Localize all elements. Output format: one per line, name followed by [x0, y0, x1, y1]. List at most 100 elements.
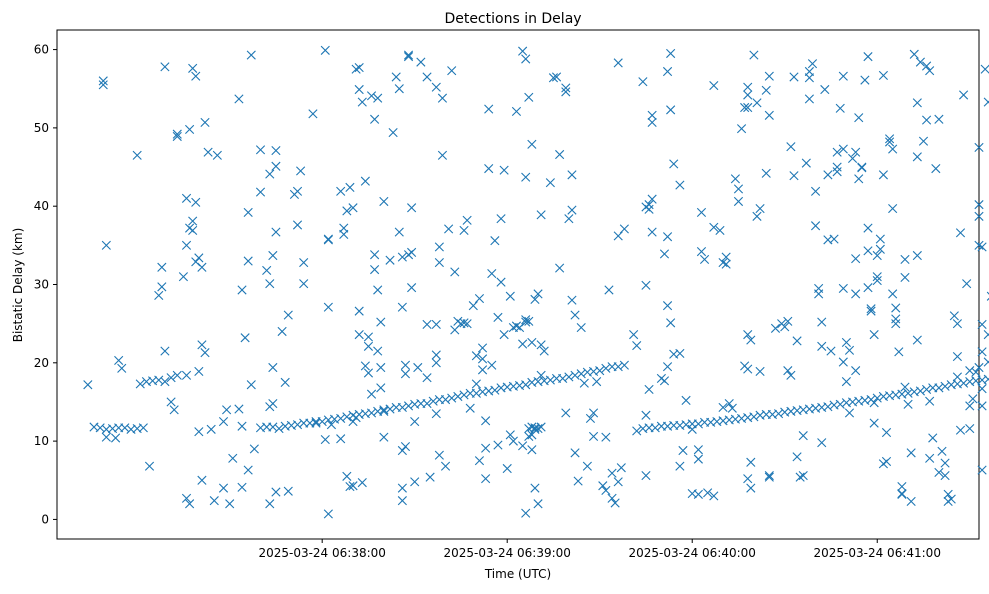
data-point	[385, 255, 395, 265]
data-point	[817, 341, 827, 351]
data-point	[422, 72, 432, 82]
data-point	[903, 388, 913, 398]
data-point	[696, 247, 707, 257]
data-point	[595, 366, 605, 376]
data-point	[561, 408, 571, 418]
data-point	[900, 382, 910, 392]
data-point	[95, 423, 105, 433]
data-point	[647, 110, 657, 120]
data-point	[484, 104, 494, 114]
data-point	[607, 468, 617, 478]
data-point	[274, 423, 284, 434]
data-point	[496, 277, 506, 287]
data-point	[181, 240, 192, 250]
data-point	[394, 84, 404, 94]
data-point	[499, 165, 509, 175]
y-tick-label: 20	[34, 356, 49, 370]
data-point	[101, 432, 111, 442]
data-point	[866, 304, 876, 314]
data-point	[320, 45, 330, 55]
data-point	[949, 311, 959, 321]
data-point	[308, 109, 318, 119]
data-point	[490, 385, 500, 395]
data-point	[465, 403, 475, 413]
data-point	[888, 289, 898, 299]
data-point	[490, 236, 500, 246]
data-point	[160, 62, 170, 72]
data-point	[872, 272, 882, 282]
data-point	[357, 97, 367, 107]
data-point	[897, 481, 907, 492]
data-point	[385, 404, 395, 414]
data-point	[394, 227, 404, 237]
data-point	[422, 319, 432, 330]
data-point	[289, 189, 300, 200]
data-point	[265, 499, 275, 509]
data-point	[169, 405, 179, 415]
data-point	[521, 54, 531, 64]
data-point	[820, 84, 830, 95]
data-point	[826, 346, 836, 356]
data-point	[884, 137, 895, 147]
data-point	[481, 474, 491, 484]
data-point	[240, 333, 250, 343]
data-point	[471, 379, 481, 389]
data-point	[360, 361, 370, 371]
data-point	[342, 471, 352, 481]
data-point	[271, 161, 281, 171]
data-point	[715, 225, 725, 236]
data-point	[172, 129, 182, 139]
data-point	[644, 204, 654, 214]
data-point	[675, 348, 685, 358]
data-point	[98, 80, 108, 90]
data-point	[974, 142, 984, 153]
data-point	[804, 66, 814, 77]
data-point	[222, 405, 232, 415]
data-point	[237, 421, 247, 431]
data-point	[191, 197, 201, 207]
data-point	[243, 207, 253, 218]
data-point	[188, 225, 198, 236]
data-point	[881, 427, 892, 438]
data-point	[471, 351, 481, 361]
data-point	[530, 294, 540, 304]
data-point	[323, 235, 333, 245]
data-point	[832, 162, 842, 172]
data-point	[647, 117, 657, 127]
data-point	[268, 422, 278, 432]
data-point	[891, 303, 901, 313]
data-point	[585, 413, 596, 423]
data-point	[940, 458, 950, 468]
data-point	[518, 441, 528, 451]
data-point	[851, 289, 861, 299]
data-point	[185, 499, 195, 509]
data-point	[188, 216, 198, 226]
data-point	[888, 203, 898, 214]
data-point	[524, 316, 534, 326]
data-point	[780, 322, 790, 332]
data-point	[493, 440, 503, 450]
data-point	[447, 66, 457, 76]
data-point	[721, 252, 731, 262]
data-point	[736, 124, 747, 134]
data-point	[838, 283, 848, 294]
data-point	[407, 283, 417, 293]
data-point	[783, 366, 793, 376]
data-point	[761, 168, 771, 178]
x-tick-label: 2025-03-24 06:41:00	[814, 546, 941, 560]
data-point	[718, 402, 728, 413]
data-point	[555, 149, 565, 160]
data-point	[974, 240, 984, 250]
data-point	[154, 375, 164, 385]
data-point	[610, 498, 620, 508]
data-point	[915, 386, 925, 396]
data-point	[906, 496, 916, 507]
y-axis-label: Bistatic Delay (km)	[11, 228, 25, 343]
data-point	[379, 432, 389, 442]
data-point	[323, 302, 333, 312]
data-point	[838, 144, 848, 154]
data-point	[570, 310, 580, 320]
data-point	[814, 283, 824, 294]
data-point	[521, 317, 531, 327]
data-point	[431, 409, 441, 419]
